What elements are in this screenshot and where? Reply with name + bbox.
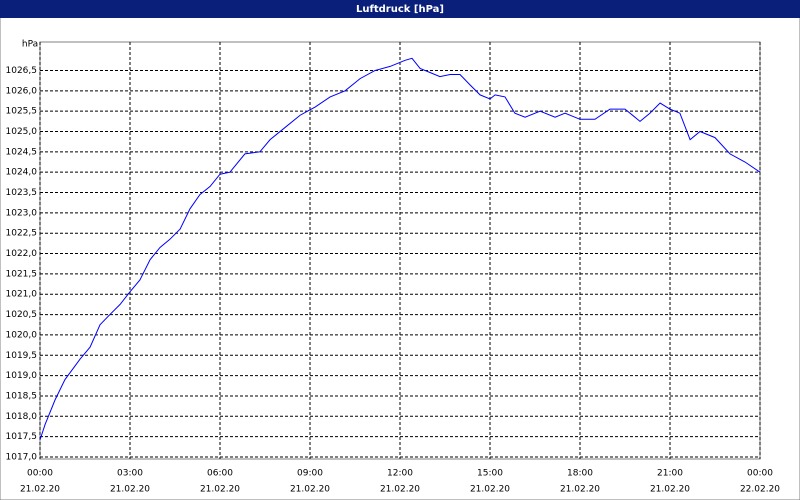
y-tick-label: 1025,5 [6, 107, 38, 117]
x-tick-label: 06:00 [207, 469, 233, 479]
x-tick-label: 21:00 [657, 469, 683, 479]
x-tick-date: 21.02.20 [200, 485, 240, 495]
x-tick-date: 22.02.20 [740, 485, 780, 495]
title-bar [0, 0, 800, 18]
y-tick-label: 1019,5 [6, 351, 38, 361]
y-tick-label: 1026,0 [6, 86, 38, 96]
y-tick-label: 1022,5 [6, 229, 38, 239]
x-tick-label: 09:00 [297, 469, 323, 479]
y-tick-label: 1017,5 [6, 432, 38, 442]
x-tick-date: 21.02.20 [650, 485, 690, 495]
y-tick-label: 1023,5 [6, 188, 38, 198]
chart-title: Luftdruck [hPa] [356, 4, 444, 15]
x-tick-date: 21.02.20 [380, 485, 420, 495]
y-tick-label: 1026,5 [6, 66, 38, 76]
y-tick-label: 1017,0 [6, 452, 38, 462]
y-tick-label: 1022,0 [6, 249, 38, 259]
x-tick-date: 21.02.20 [290, 485, 330, 495]
y-tick-label: 1020,5 [6, 310, 38, 320]
x-tick-label: 12:00 [387, 469, 413, 479]
y-axis-unit: hPa [22, 40, 38, 50]
x-tick-date: 21.02.20 [20, 485, 60, 495]
y-tick-label: 1025,0 [6, 127, 38, 137]
data-line [39, 57, 761, 441]
y-tick-label: 1021,5 [6, 269, 38, 279]
x-tick-label: 15:00 [477, 469, 503, 479]
y-tick-label: 1019,0 [6, 371, 38, 381]
y-tick-label: 1024,0 [6, 168, 38, 178]
y-tick-label: 1018,5 [6, 391, 38, 401]
y-tick-label: 1018,0 [6, 412, 38, 422]
x-tick-label: 03:00 [117, 469, 143, 479]
y-tick-label: 1021,0 [6, 290, 38, 300]
y-tick-label: 1020,0 [6, 330, 38, 340]
x-tick-label: 00:00 [747, 469, 773, 479]
x-tick-date: 21.02.20 [110, 485, 150, 495]
x-tick-date: 21.02.20 [560, 485, 600, 495]
x-tick-date: 21.02.20 [470, 485, 510, 495]
x-tick-label: 00:00 [27, 469, 53, 479]
y-tick-label: 1023,0 [6, 208, 38, 218]
x-tick-label: 18:00 [567, 469, 593, 479]
y-tick-label: 1024,5 [6, 147, 38, 157]
